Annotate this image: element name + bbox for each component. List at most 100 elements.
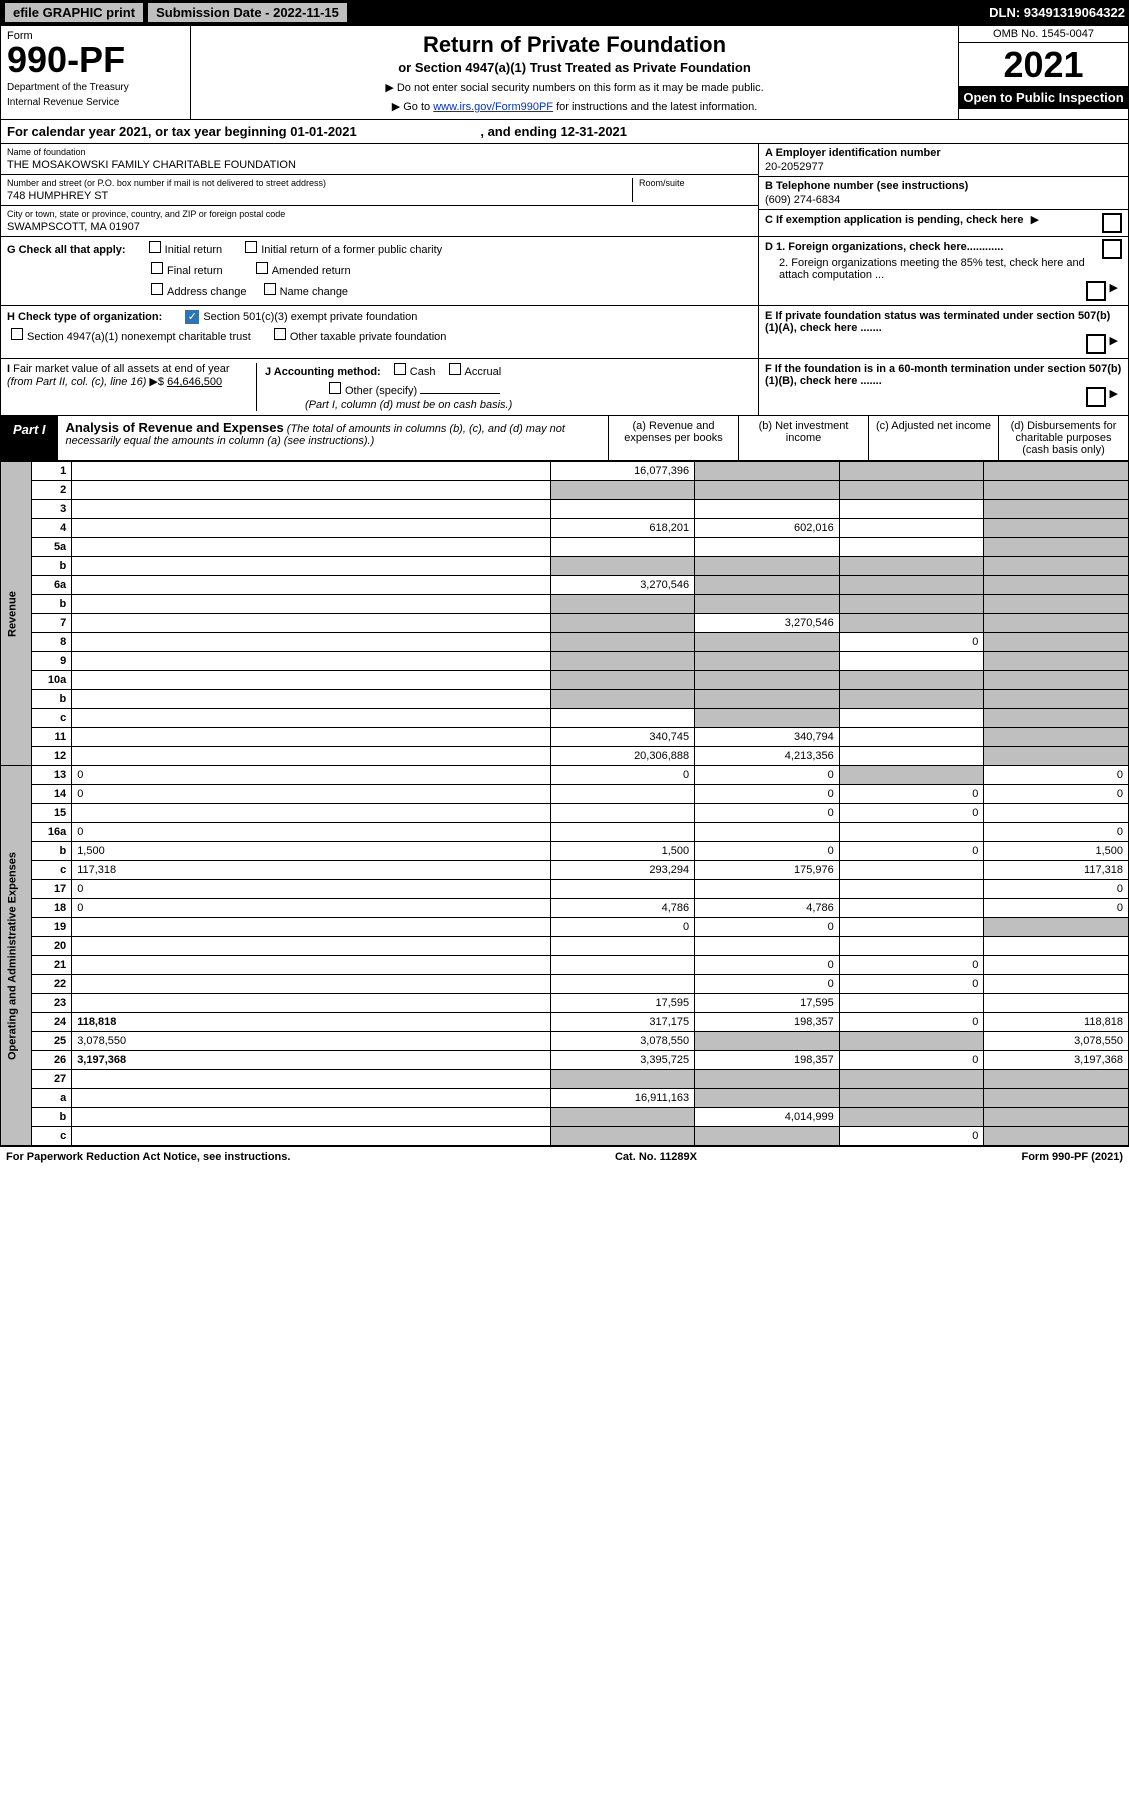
value-cell-a: 3,395,725 [550,1051,695,1070]
arrow-icon: ▶ [1031,213,1039,226]
table-row: 27 [1,1070,1129,1089]
table-row: 1700 [1,880,1129,899]
value-cell-a: 1,500 [550,842,695,861]
value-cell-a [550,671,695,690]
col-b-header: (b) Net investment income [738,416,868,460]
other-method-checkbox[interactable] [329,382,341,394]
table-row: 10a [1,671,1129,690]
ein-value: 20-2052977 [765,161,1122,173]
table-row: 5a [1,538,1129,557]
form-number: 990-PF [7,42,184,78]
form-title-block: Return of Private Foundation or Section … [191,26,958,119]
value-cell-b: 198,357 [695,1013,840,1032]
value-cell-b [695,690,840,709]
value-cell-a [550,652,695,671]
submission-date: Submission Date - 2022-11-15 [148,3,347,22]
table-row: b [1,595,1129,614]
h-label: H Check type of organization: [7,311,162,323]
top-bar: efile GRAPHIC print Submission Date - 20… [0,0,1129,25]
table-row: 1220,306,8884,213,356 [1,747,1129,766]
value-cell-b [695,633,840,652]
table-row: 1500 [1,804,1129,823]
table-row: 2317,59517,595 [1,994,1129,1013]
value-cell-b: 340,794 [695,728,840,747]
line-description [72,804,550,823]
line-number: 5a [32,538,72,557]
line-description [72,519,550,538]
value-cell-a [550,1108,695,1127]
col-d-header: (d) Disbursements for charitable purpose… [998,416,1128,460]
line-number: 27 [32,1070,72,1089]
d1-checkbox[interactable] [1102,239,1122,259]
value-cell-c [839,462,984,481]
name-label: Name of foundation [7,147,752,157]
table-row: b1,5001,500001,500 [1,842,1129,861]
value-cell-a: 293,294 [550,861,695,880]
value-cell-a [550,823,695,842]
value-cell-c [839,728,984,747]
value-cell-a: 16,911,163 [550,1089,695,1108]
line-number: 25 [32,1032,72,1051]
line-description [72,1108,550,1127]
value-cell-d [984,804,1129,823]
value-cell-c [839,861,984,880]
other-specify-line[interactable] [420,393,500,394]
value-cell-d [984,709,1129,728]
value-cell-c [839,899,984,918]
final-return-checkbox[interactable] [151,262,163,274]
line-description: 0 [72,785,550,804]
value-cell-b [695,671,840,690]
value-cell-d: 0 [984,766,1129,785]
part1-tab: Part I [1,416,58,460]
value-cell-c [839,747,984,766]
initial-former-checkbox[interactable] [245,241,257,253]
value-cell-c [839,557,984,576]
value-cell-b [695,823,840,842]
other-taxable-checkbox[interactable] [274,328,286,340]
value-cell-c [839,766,984,785]
value-cell-b [695,595,840,614]
value-cell-d [984,595,1129,614]
value-cell-c [839,709,984,728]
f-checkbox[interactable] [1086,387,1106,407]
d2-label: 2. Foreign organizations meeting the 85%… [765,257,1122,281]
line-number: b [32,595,72,614]
line-number: b [32,557,72,576]
line-number: 8 [32,633,72,652]
line-number: 16a [32,823,72,842]
tax-year: 2021 [959,43,1128,86]
table-row: 263,197,3683,395,725198,35703,197,368 [1,1051,1129,1070]
line-number: 3 [32,500,72,519]
4947-checkbox[interactable] [11,328,23,340]
501c3-checkbox[interactable]: ✓ [185,310,199,324]
table-row: 4618,201602,016 [1,519,1129,538]
line-number: 1 [32,462,72,481]
d2-checkbox[interactable] [1086,281,1106,301]
value-cell-c: 0 [839,975,984,994]
e-checkbox[interactable] [1086,334,1106,354]
line-number: 11 [32,728,72,747]
line-description [72,671,550,690]
amended-return-checkbox[interactable] [256,262,268,274]
value-cell-a [550,956,695,975]
exemption-checkbox[interactable] [1102,213,1122,233]
value-cell-b: 602,016 [695,519,840,538]
value-cell-b: 17,595 [695,994,840,1013]
irs-link[interactable]: www.irs.gov/Form990PF [433,101,553,113]
accrual-checkbox[interactable] [449,363,461,375]
name-change-checkbox[interactable] [264,283,276,295]
value-cell-b: 0 [695,842,840,861]
address-change-checkbox[interactable] [151,283,163,295]
table-row: 3 [1,500,1129,519]
value-cell-c: 0 [839,956,984,975]
efile-print-button[interactable]: efile GRAPHIC print [4,2,144,23]
line-number: 24 [32,1013,72,1032]
value-cell-d [984,538,1129,557]
table-row: 9 [1,652,1129,671]
initial-return-checkbox[interactable] [149,241,161,253]
value-cell-b [695,937,840,956]
cash-checkbox[interactable] [394,363,406,375]
dln: DLN: 93491319064322 [989,5,1125,20]
table-row: b [1,557,1129,576]
value-cell-a [550,1127,695,1146]
